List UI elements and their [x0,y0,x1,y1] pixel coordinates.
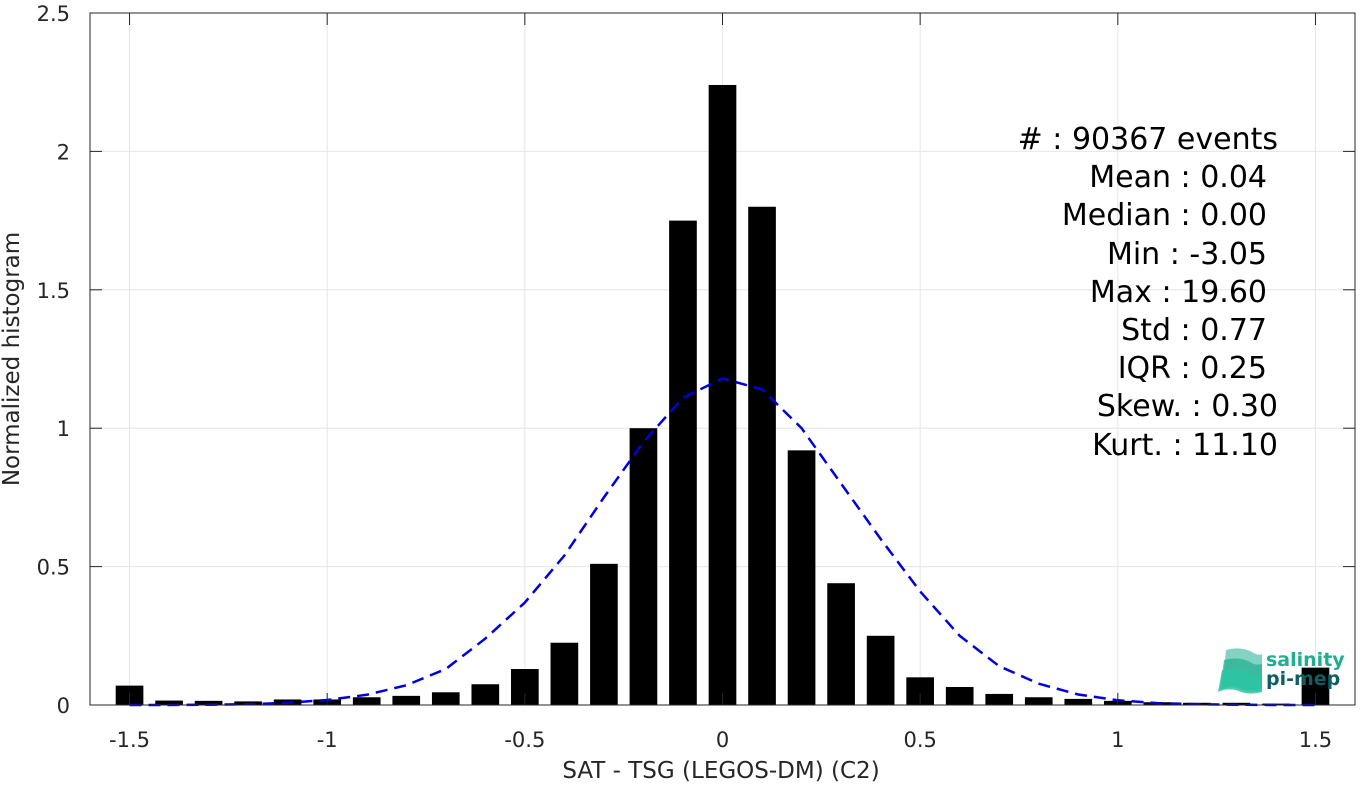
x-tick-label: -1 [317,728,338,752]
x-axis-label: SAT - TSG (LEGOS-DM) (C2) [562,758,879,784]
x-tick-label: -0.5 [504,728,545,752]
tick-marks [90,12,1355,706]
histogram-bar [392,695,421,705]
y-axis-label: Normalized histogram [0,232,25,486]
logo-text-pimep: pi-mep [1266,668,1340,690]
histogram-bar [1064,698,1093,705]
histogram-bar [787,450,816,705]
histogram-bar [669,220,697,705]
y-tick-label: 0.5 [37,556,70,580]
stat-mean: Mean : 0.04 [1089,160,1267,195]
histogram-bar [194,700,223,705]
y-tick-label: 2.5 [37,2,70,26]
stat-std: Std : 0.77 [1121,313,1267,348]
histogram-bar [550,642,579,705]
stat-median: Median : 0.00 [1062,198,1267,233]
y-tick-label: 2 [57,140,70,164]
histogram-bars [115,84,1330,705]
stat-skew: Skew. : 0.30 [1097,389,1278,424]
histogram-bar [945,687,974,705]
x-tick-label: 1.5 [1299,728,1332,752]
x-tick-label: 0 [716,728,729,752]
stat-iqr: IQR : 0.25 [1118,351,1267,386]
x-tick-labels: -1.5 -1 -0.5 0 0.5 1 1.5 [109,728,1332,752]
stats-box: # : 90367 events Mean : 0.04 Median : 0.… [1018,122,1278,463]
stat-events: # : 90367 events [1018,122,1278,157]
histogram-bar [1024,697,1053,705]
stat-min: Min : -3.05 [1107,237,1267,272]
histogram-bar [985,693,1014,705]
y-tick-label: 0 [57,694,70,718]
histogram-bar [866,635,895,705]
histogram-bar [590,563,618,705]
x-tick-label: 0.5 [903,728,936,752]
y-tick-label: 1 [57,417,70,441]
x-tick-label: 1 [1111,728,1124,752]
stat-kurt: Kurt. : 11.10 [1092,428,1278,463]
salinity-pimep-logo: salinity pi-mep [1218,648,1345,694]
histogram-bar [471,684,500,705]
logo-text-salinity: salinity [1266,649,1345,671]
x-tick-label: -1.5 [109,728,150,752]
histogram-bar [827,583,855,705]
y-tick-label: 1.5 [37,279,70,303]
histogram-bar [708,84,737,705]
stat-max: Max : 19.60 [1090,275,1267,310]
histogram-bar [748,206,776,705]
logo-waves-icon [1218,648,1262,694]
histogram-bar [431,692,460,705]
histogram-bar [629,428,658,705]
histogram-bar [155,700,183,705]
y-tick-labels: 0 0.5 1 1.5 2 2.5 [37,2,70,718]
histogram-bar [352,697,381,705]
